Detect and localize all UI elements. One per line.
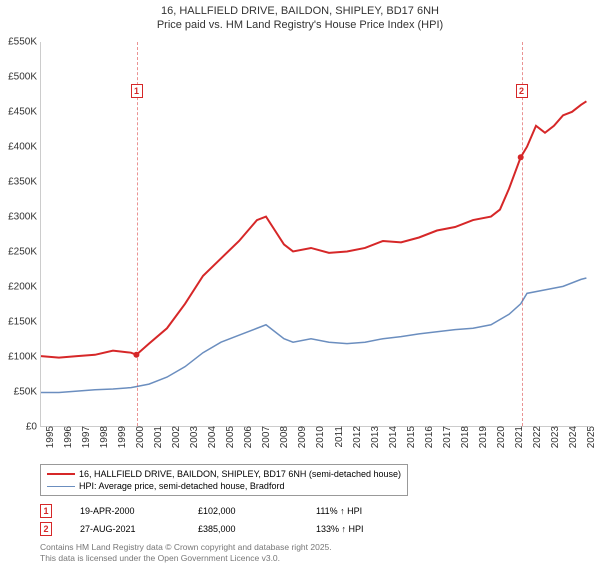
x-axis-label: 2011 (330, 426, 345, 448)
marker-box-2: 2 (516, 84, 528, 98)
credits-line-2: This data is licensed under the Open Gov… (40, 553, 590, 564)
title-line-2: Price paid vs. HM Land Registry's House … (0, 18, 600, 32)
sale-row-2: 2 27-AUG-2021 £385,000 133% ↑ HPI (40, 520, 590, 538)
sale-date: 19-APR-2000 (80, 506, 170, 516)
sale-price: £385,000 (198, 524, 288, 534)
credits: Contains HM Land Registry data © Crown c… (40, 542, 590, 564)
x-axis-label: 2018 (456, 426, 471, 448)
x-axis-label: 2003 (185, 426, 200, 448)
y-axis-label: £250K (8, 247, 41, 258)
x-axis-label: 2015 (402, 426, 417, 448)
y-axis-label: £350K (8, 177, 41, 188)
x-axis-label: 1998 (95, 426, 110, 448)
x-axis-label: 1999 (113, 426, 128, 448)
x-axis-label: 2019 (474, 426, 489, 448)
x-axis-label: 1997 (77, 426, 92, 448)
marker-line-1 (137, 42, 138, 426)
x-axis-label: 2012 (348, 426, 363, 448)
x-axis-label: 2009 (293, 426, 308, 448)
sale-marker-2: 2 (40, 522, 52, 536)
x-axis-label: 2021 (510, 426, 525, 448)
x-axis-label: 2007 (257, 426, 272, 448)
legend-swatch-hpi (47, 486, 75, 487)
x-axis-label: 2000 (131, 426, 146, 448)
y-axis-label: £550K (8, 37, 41, 48)
x-axis-label: 2023 (546, 426, 561, 448)
x-axis-label: 1995 (41, 426, 56, 448)
y-axis-label: £0 (26, 422, 41, 433)
legend-row-property: 16, HALLFIELD DRIVE, BAILDON, SHIPLEY, B… (47, 468, 401, 480)
y-axis-label: £150K (8, 317, 41, 328)
x-axis-label: 2024 (564, 426, 579, 448)
x-axis-label: 2002 (167, 426, 182, 448)
y-axis-label: £100K (8, 352, 41, 363)
x-axis-label: 2020 (492, 426, 507, 448)
x-axis-label: 2001 (149, 426, 164, 448)
chart-title-block: 16, HALLFIELD DRIVE, BAILDON, SHIPLEY, B… (0, 0, 600, 35)
chart-area: £0£50K£100K£150K£200K£250K£300K£350K£400… (40, 42, 590, 427)
x-axis-label: 2004 (203, 426, 218, 448)
y-axis-label: £450K (8, 107, 41, 118)
x-axis-label: 2005 (221, 426, 236, 448)
sale-hpi: 111% ↑ HPI (316, 506, 406, 516)
x-axis-label: 1996 (59, 426, 74, 448)
sale-hpi: 133% ↑ HPI (316, 524, 406, 534)
series-property (41, 101, 586, 357)
y-axis-label: £400K (8, 142, 41, 153)
y-axis-label: £50K (14, 387, 41, 398)
x-axis-label: 2013 (366, 426, 381, 448)
credits-line-1: Contains HM Land Registry data © Crown c… (40, 542, 590, 553)
legend-and-footer: 16, HALLFIELD DRIVE, BAILDON, SHIPLEY, B… (40, 464, 590, 564)
title-line-1: 16, HALLFIELD DRIVE, BAILDON, SHIPLEY, B… (0, 4, 600, 18)
x-axis-label: 2025 (582, 426, 597, 448)
x-axis-label: 2022 (528, 426, 543, 448)
y-axis-label: £300K (8, 212, 41, 223)
sale-price: £102,000 (198, 506, 288, 516)
series-hpi (41, 278, 586, 393)
chart-svg (41, 42, 590, 426)
sales-table: 1 19-APR-2000 £102,000 111% ↑ HPI 2 27-AUG-20… (40, 502, 590, 538)
sale-row-1: 1 19-APR-2000 £102,000 111% ↑ HPI (40, 502, 590, 520)
sale-date: 27-AUG-2021 (80, 524, 170, 534)
legend-label-hpi: HPI: Average price, semi-detached house,… (79, 481, 284, 491)
x-axis-label: 2017 (438, 426, 453, 448)
legend-row-hpi: HPI: Average price, semi-detached house,… (47, 480, 401, 492)
sale-marker-1: 1 (40, 504, 52, 518)
legend-box: 16, HALLFIELD DRIVE, BAILDON, SHIPLEY, B… (40, 464, 408, 496)
x-axis-label: 2016 (420, 426, 435, 448)
x-axis-label: 2010 (311, 426, 326, 448)
x-axis-label: 2008 (275, 426, 290, 448)
y-axis-label: £500K (8, 72, 41, 83)
x-axis-label: 2014 (384, 426, 399, 448)
legend-label-property: 16, HALLFIELD DRIVE, BAILDON, SHIPLEY, B… (79, 469, 401, 479)
y-axis-label: £200K (8, 282, 41, 293)
marker-line-2 (522, 42, 523, 426)
x-axis-label: 2006 (239, 426, 254, 448)
marker-box-1: 1 (131, 84, 143, 98)
legend-swatch-property (47, 473, 75, 475)
